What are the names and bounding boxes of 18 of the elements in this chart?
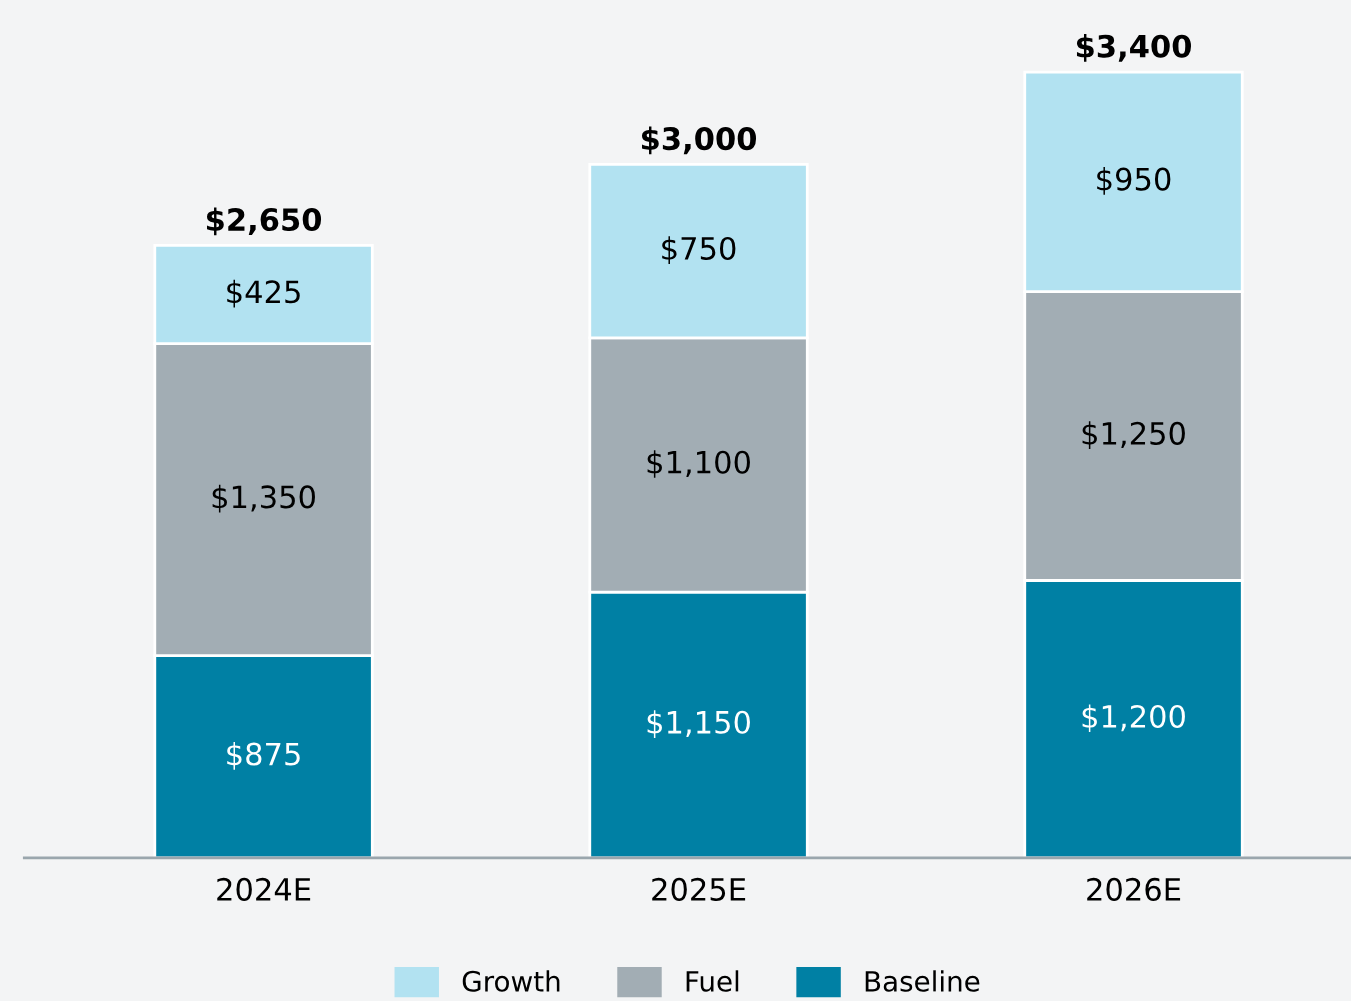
data-label: $1,150	[647, 710, 750, 738]
total-label: $3,400	[1076, 34, 1192, 62]
total-label: $2,650	[206, 207, 322, 236]
data-label: $875	[227, 741, 300, 770]
legend-label: Growth	[462, 970, 560, 992]
data-label: $750	[662, 236, 736, 265]
x-tick-label: 2025E	[652, 877, 746, 901]
legend-label: Fuel	[686, 970, 739, 992]
data-label: $950	[1097, 167, 1171, 195]
data-label: $1,350	[212, 484, 315, 513]
total-label: $3,000	[641, 126, 757, 155]
legend-label: Baseline	[865, 970, 980, 992]
x-tick-label: 2026E	[1087, 877, 1181, 901]
data-label: $1,100	[647, 450, 750, 478]
data-label: $1,200	[1082, 704, 1185, 733]
x-tick-label: 2024E	[217, 877, 311, 901]
data-label: $425	[227, 279, 300, 308]
data-label: $1,250	[1082, 421, 1185, 449]
